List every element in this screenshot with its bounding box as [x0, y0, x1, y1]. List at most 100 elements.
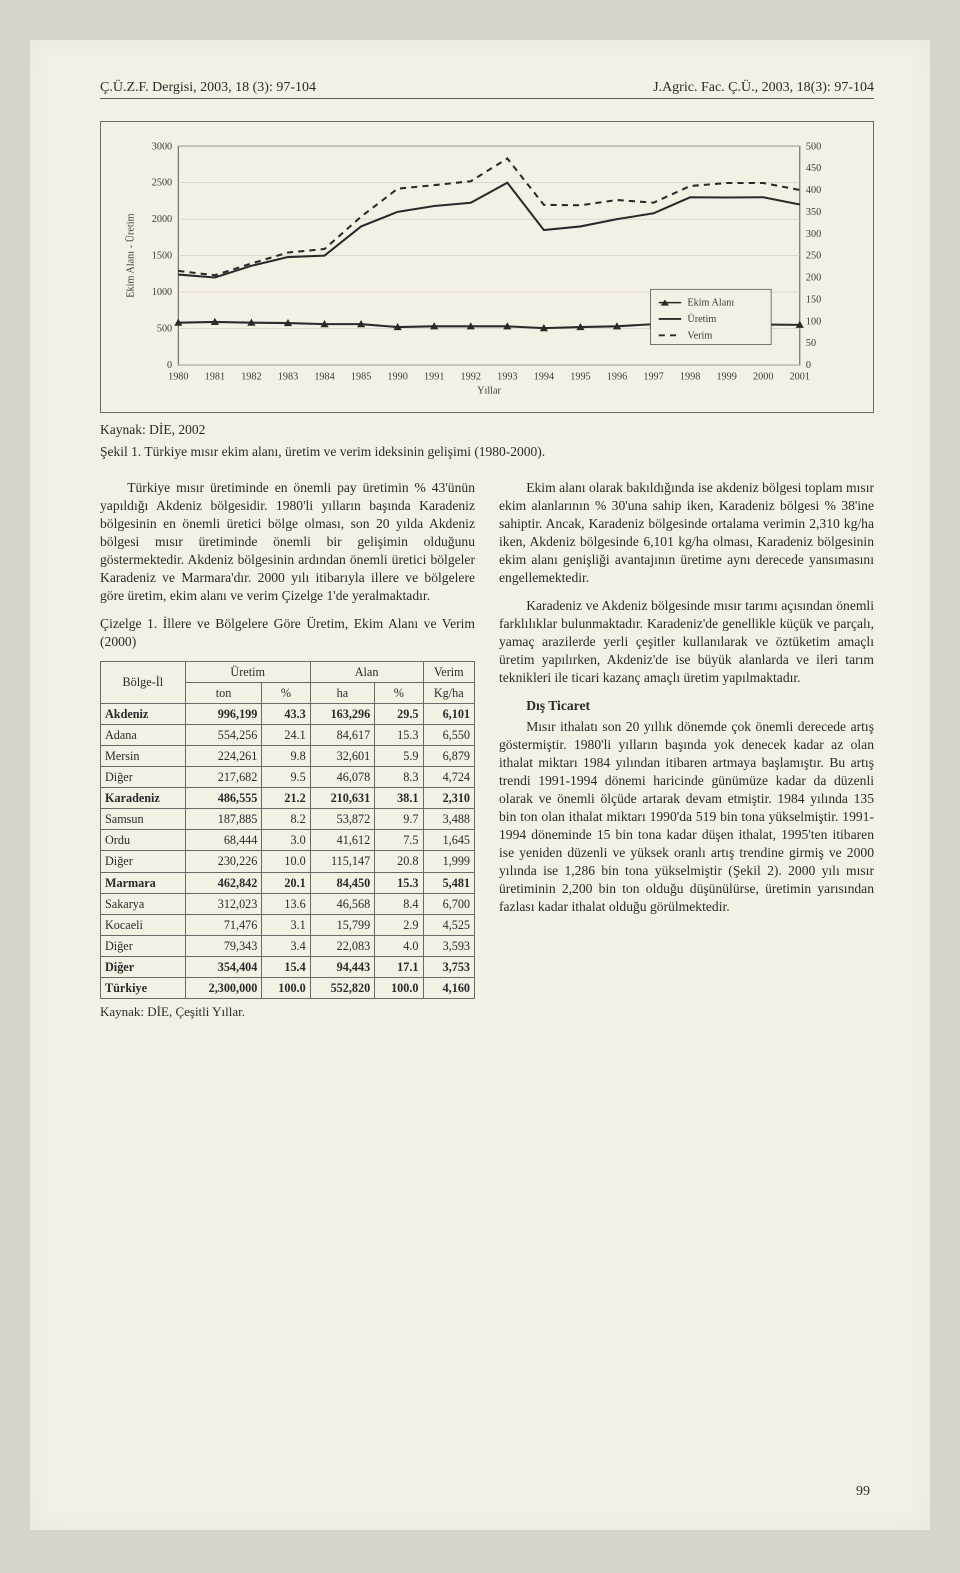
table-cell: Kocaeli [101, 914, 186, 935]
table-cell: 9.8 [262, 746, 310, 767]
table-cell: 4,160 [423, 978, 475, 999]
svg-text:2500: 2500 [152, 178, 172, 189]
subsection-title: Dış Ticaret [499, 697, 874, 715]
svg-text:1993: 1993 [497, 371, 517, 382]
header-right: J.Agric. Fac. Ç.Ü., 2003, 18(3): 97-104 [653, 80, 874, 96]
table-row: Adana554,25624.184,61715.36,550 [101, 724, 475, 745]
table-cell: 84,617 [310, 724, 375, 745]
svg-text:Verim: Verim [687, 330, 712, 341]
svg-text:1982: 1982 [241, 371, 261, 382]
table-cell: Diğer [101, 956, 186, 977]
table-cell: Türkiye [101, 978, 186, 999]
table-cell: Adana [101, 724, 186, 745]
table-row: Marmara462,84220.184,45015.35,481 [101, 872, 475, 893]
table-cell: 15.3 [375, 872, 423, 893]
table-cell: 554,256 [185, 724, 262, 745]
th-region: Bölge-İl [101, 661, 186, 703]
table-1: Bölge-İl Üretim Alan Verim ton % ha % Kg… [100, 661, 475, 1000]
svg-text:500: 500 [806, 141, 821, 152]
table-cell: 94,443 [310, 956, 375, 977]
svg-text:2000: 2000 [152, 214, 172, 225]
table-cell: 3.0 [262, 830, 310, 851]
table-cell: 100.0 [375, 978, 423, 999]
th-pct1: % [262, 682, 310, 703]
table-cell: Diğer [101, 935, 186, 956]
header-left: Ç.Ü.Z.F. Dergisi, 2003, 18 (3): 97-104 [100, 80, 316, 96]
th-ha: ha [310, 682, 375, 703]
svg-text:1994: 1994 [534, 371, 554, 382]
svg-text:Üretim: Üretim [687, 313, 716, 325]
table-row: Diğer79,3433.422,0834.03,593 [101, 935, 475, 956]
table-cell: 20.8 [375, 851, 423, 872]
svg-text:0: 0 [167, 360, 172, 371]
svg-text:50: 50 [806, 338, 816, 349]
svg-text:1995: 1995 [570, 371, 590, 382]
table-row: Karadeniz486,55521.2210,63138.12,310 [101, 788, 475, 809]
table-cell: 13.6 [262, 893, 310, 914]
right-paragraph-1: Ekim alanı olarak bakıldığında ise akden… [499, 479, 874, 587]
svg-text:2001: 2001 [790, 371, 810, 382]
svg-text:500: 500 [157, 324, 172, 335]
table-cell: 71,476 [185, 914, 262, 935]
table-cell: 3,488 [423, 809, 475, 830]
table-cell: 224,261 [185, 746, 262, 767]
table-cell: 15.4 [262, 956, 310, 977]
svg-text:1990: 1990 [387, 371, 407, 382]
table-cell: 2.9 [375, 914, 423, 935]
table-cell: 3,753 [423, 956, 475, 977]
table-row: Diğer230,22610.0115,14720.81,999 [101, 851, 475, 872]
table-cell: 5.9 [375, 746, 423, 767]
svg-text:1996: 1996 [607, 371, 627, 382]
th-verim: Verim [423, 661, 475, 682]
table-cell: 10.0 [262, 851, 310, 872]
table-cell: 100.0 [262, 978, 310, 999]
left-column: Türkiye mısır üretiminde en önemli pay ü… [100, 479, 475, 1022]
table-cell: 3.4 [262, 935, 310, 956]
table-cell: 20.1 [262, 872, 310, 893]
table-cell: 21.2 [262, 788, 310, 809]
svg-text:300: 300 [806, 229, 821, 240]
table-row: Kocaeli71,4763.115,7992.94,525 [101, 914, 475, 935]
table-cell: 8.4 [375, 893, 423, 914]
table-cell: 9.7 [375, 809, 423, 830]
table-row: Diğer217,6829.546,0788.34,724 [101, 767, 475, 788]
th-ton: ton [185, 682, 262, 703]
table-cell: 312,023 [185, 893, 262, 914]
svg-text:Ekim Alanı: Ekim Alanı [687, 298, 734, 309]
svg-text:1980: 1980 [168, 371, 188, 382]
table-cell: 4,724 [423, 767, 475, 788]
th-kgha: Kg/ha [423, 682, 475, 703]
right-paragraph-2: Karadeniz ve Akdeniz bölgesinde mısır ta… [499, 597, 874, 687]
svg-text:Ekim Alanı - Üretim: Ekim Alanı - Üretim [124, 213, 136, 297]
table-cell: 46,568 [310, 893, 375, 914]
table-row: Türkiye2,300,000100.0552,820100.04,160 [101, 978, 475, 999]
table-row: Mersin224,2619.832,6015.96,879 [101, 746, 475, 767]
svg-text:Yıllar: Yıllar [477, 386, 501, 397]
right-column: Ekim alanı olarak bakıldığında ise akden… [499, 479, 874, 1022]
svg-text:100: 100 [806, 316, 821, 327]
right-paragraph-3: Mısır ithalatı son 20 yıllık dönemde çok… [499, 718, 874, 915]
table-row: Samsun187,8858.253,8729.73,488 [101, 809, 475, 830]
svg-text:1985: 1985 [351, 371, 371, 382]
table-cell: Diğer [101, 767, 186, 788]
table-cell: 3.1 [262, 914, 310, 935]
table-cell: 210,631 [310, 788, 375, 809]
table-cell: 43.3 [262, 703, 310, 724]
table-cell: 6,879 [423, 746, 475, 767]
table-cell: Sakarya [101, 893, 186, 914]
table-cell: 68,444 [185, 830, 262, 851]
table-cell: 53,872 [310, 809, 375, 830]
table-cell: 3,593 [423, 935, 475, 956]
table-cell: 38.1 [375, 788, 423, 809]
svg-text:2000: 2000 [753, 371, 773, 382]
table-cell: 24.1 [262, 724, 310, 745]
svg-text:0: 0 [806, 360, 811, 371]
table-cell: 15,799 [310, 914, 375, 935]
table-cell: 552,820 [310, 978, 375, 999]
table-cell: 29.5 [375, 703, 423, 724]
table-cell: 17.1 [375, 956, 423, 977]
svg-text:1000: 1000 [152, 287, 172, 298]
table-cell: 4.0 [375, 935, 423, 956]
svg-text:150: 150 [806, 294, 821, 305]
running-header: Ç.Ü.Z.F. Dergisi, 2003, 18 (3): 97-104 J… [100, 80, 874, 99]
